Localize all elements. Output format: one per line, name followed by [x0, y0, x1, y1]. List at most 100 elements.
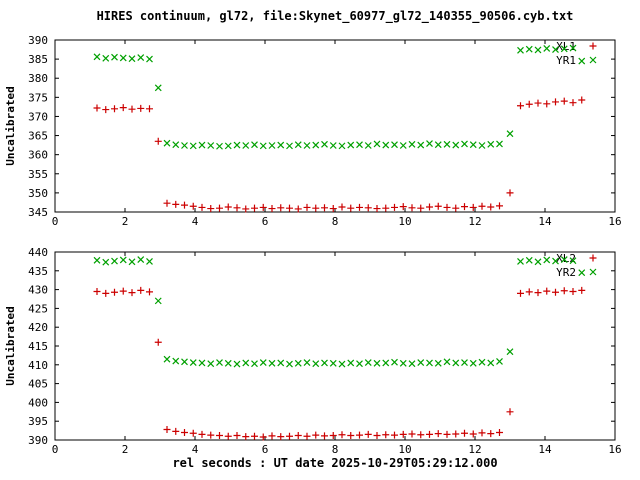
x-tick-label: 4 [192, 215, 199, 228]
data-point-plus [408, 430, 416, 438]
data-point-plus [277, 204, 285, 212]
data-point-cross [303, 142, 311, 149]
data-point-plus [569, 287, 577, 295]
data-point-plus [517, 102, 524, 110]
data-point-cross [137, 256, 145, 263]
y-tick-label: 390 [28, 434, 48, 447]
y-tick-label: 370 [28, 110, 48, 123]
x-tick-label: 8 [332, 215, 339, 228]
data-point-cross [259, 359, 267, 366]
data-point-cross [506, 348, 514, 356]
y-tick-label: 410 [28, 359, 48, 372]
data-point-plus [525, 100, 533, 108]
data-point-plus [426, 430, 433, 438]
data-point-plus [268, 432, 276, 440]
x-tick-label: 14 [538, 443, 552, 456]
data-point-plus [93, 287, 101, 295]
data-point-cross [534, 258, 542, 266]
data-point-plus [452, 430, 460, 438]
data-point-cross [216, 142, 223, 150]
data-point-plus [399, 203, 407, 211]
data-point-cross [111, 257, 118, 265]
data-point-cross [426, 359, 433, 367]
data-point-cross [478, 142, 486, 149]
data-point-plus [312, 431, 320, 439]
plot-border [54, 39, 616, 213]
data-point-cross [137, 54, 145, 62]
data-point-plus [294, 431, 302, 439]
data-point-plus [259, 203, 267, 211]
data-point-cross [452, 141, 460, 149]
data-point-plus [294, 205, 302, 213]
data-point-plus [303, 432, 311, 440]
data-point-cross [487, 140, 495, 148]
data-point-plus [517, 289, 524, 297]
data-point-cross [119, 54, 127, 62]
data-point-plus [443, 203, 451, 211]
x-tick-label: 16 [608, 443, 621, 456]
data-point-cross [525, 256, 533, 264]
data-point-plus [461, 203, 468, 211]
data-point-plus [242, 205, 250, 213]
data-point-plus [347, 431, 355, 439]
y-tick-label: 385 [28, 53, 48, 66]
data-point-plus [207, 431, 215, 439]
data-point-plus [181, 201, 188, 209]
legend-label-YR2: YR2 [556, 266, 576, 279]
x-tick-label: 12 [468, 443, 481, 456]
data-point-cross [294, 141, 302, 149]
x-tick-label: 10 [398, 443, 411, 456]
data-point-cross [268, 359, 276, 367]
data-point-plus [391, 431, 398, 439]
data-point-plus [578, 96, 586, 104]
data-point-cross [251, 141, 258, 149]
x-tick-label: 2 [122, 443, 129, 456]
data-point-cross [111, 53, 118, 61]
data-point-plus [198, 203, 206, 211]
data-point-cross [329, 359, 337, 367]
data-point-cross [163, 139, 171, 147]
data-point-plus [128, 105, 136, 113]
data-point-cross [417, 141, 425, 149]
data-point-plus [146, 105, 153, 113]
data-point-plus [119, 104, 127, 112]
panel-2: 0 2 4 6 8 10 12 14 16 390 395 400 405 410 415 420 425 430… [4, 246, 622, 456]
data-point-cross [560, 45, 568, 53]
data-point-cross [146, 55, 153, 63]
data-point-cross [216, 359, 223, 366]
data-point-cross [321, 359, 328, 367]
data-point-cross [417, 359, 425, 366]
legend-marker-YR2 [589, 268, 597, 276]
data-point-cross [286, 142, 293, 150]
data-point-plus [382, 431, 390, 439]
data-point-cross [119, 256, 127, 264]
legend-label-YR1: YR1 [556, 54, 576, 67]
data-point-cross [391, 141, 398, 149]
data-point-cross [251, 360, 258, 368]
data-point-plus [338, 431, 346, 439]
chart-title: HIRES continuum, gl72, file:Skynet_60977… [97, 9, 574, 24]
data-point-cross [478, 358, 486, 366]
data-point-plus [321, 204, 328, 212]
x-tick-label: 16 [608, 215, 621, 228]
y-tick-label: 435 [28, 265, 48, 278]
data-point-plus [111, 105, 118, 113]
series-XL2 [93, 286, 586, 441]
data-point-plus [172, 427, 180, 435]
data-point-plus [543, 100, 551, 108]
y-axis-label: Uncalibrated [4, 86, 17, 165]
data-point-plus [198, 430, 206, 438]
data-point-cross [373, 359, 381, 367]
data-point-plus [506, 189, 514, 197]
data-point-plus [417, 204, 425, 212]
data-point-cross [569, 44, 577, 52]
data-point-plus [268, 205, 276, 213]
data-point-plus [525, 288, 533, 296]
data-point-cross [242, 359, 250, 367]
data-point-cross [207, 360, 215, 368]
data-point-plus [251, 204, 258, 212]
data-point-cross [496, 357, 503, 365]
data-point-plus [364, 430, 372, 438]
data-point-plus [373, 205, 381, 213]
data-point-cross [198, 141, 206, 149]
